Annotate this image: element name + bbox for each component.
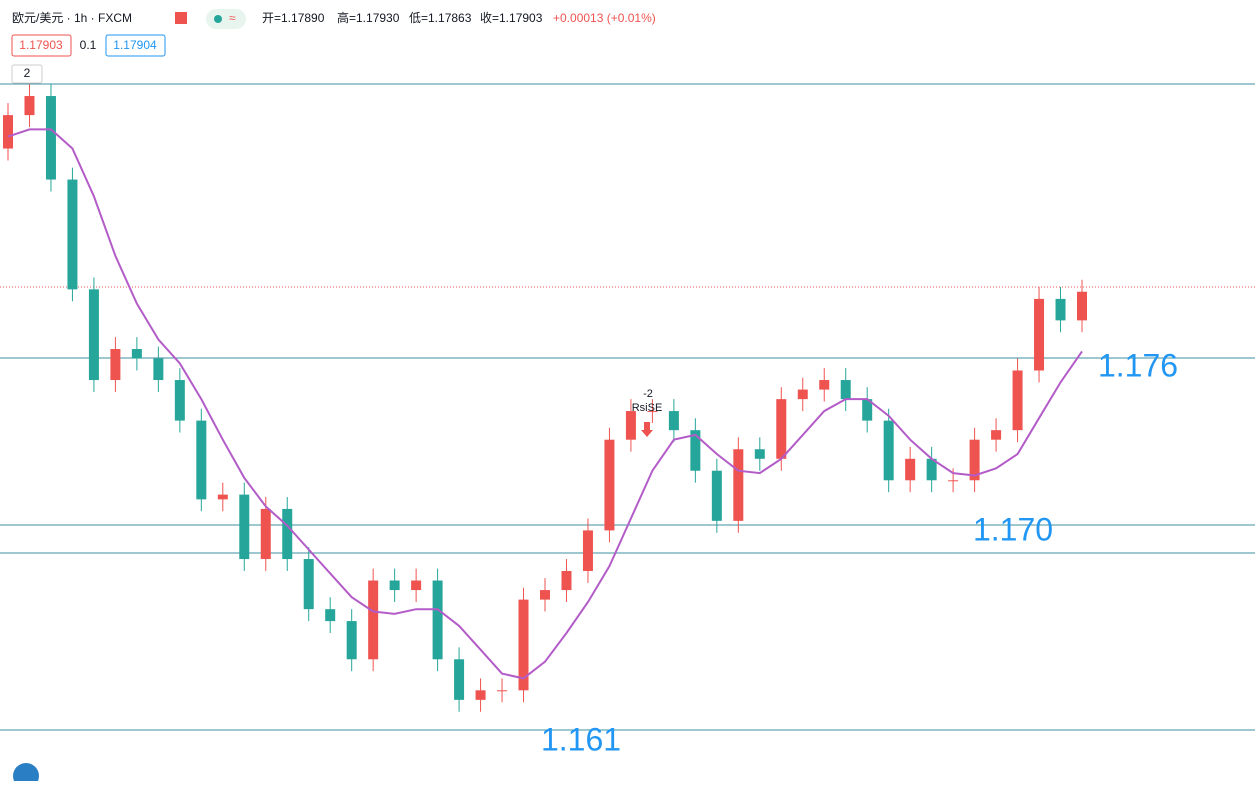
candle-body	[411, 580, 422, 591]
candle-body	[110, 349, 121, 381]
signal-arrow	[641, 422, 653, 437]
candle-body	[733, 449, 744, 521]
candle-body	[368, 580, 379, 660]
ohlc-low: 低=1.17863	[409, 11, 472, 25]
candle-body	[1055, 298, 1066, 321]
candle-body	[174, 380, 185, 421]
candle-body	[303, 559, 314, 610]
candle-body	[3, 115, 13, 149]
candle-body	[926, 458, 937, 481]
candle-body	[88, 289, 99, 381]
status-icon: ≈	[229, 11, 236, 25]
ask: 1.17904	[113, 38, 157, 52]
candle-body	[991, 430, 1002, 440]
candle-body	[540, 590, 550, 600]
bid: 1.17903	[19, 38, 63, 52]
candle-body	[948, 480, 959, 482]
ohlc-open: 开=1.17890	[262, 11, 325, 25]
candle-body	[625, 411, 636, 440]
candle-body	[776, 399, 787, 459]
candle-body	[67, 179, 78, 290]
candle-body	[604, 439, 615, 531]
ask-box[interactable]	[105, 34, 166, 57]
candle-body	[883, 420, 894, 481]
candle-body	[862, 399, 873, 421]
signal-count: -2	[643, 388, 653, 400]
candle-body	[1077, 291, 1087, 321]
candle-body	[1012, 370, 1023, 431]
candle-body	[1034, 298, 1045, 371]
spread: 0.1	[80, 38, 97, 52]
candle-body	[24, 96, 35, 116]
candle-body	[497, 690, 508, 692]
candle-body	[389, 580, 400, 591]
candle-body	[905, 458, 916, 481]
moving-average	[7, 128, 1083, 680]
signal-name: RsiSE	[632, 402, 663, 414]
collapse-button[interactable]	[11, 64, 43, 84]
candle-body	[647, 411, 658, 413]
level-label: 1.161	[541, 721, 621, 757]
candle-body	[668, 411, 679, 431]
candle-body	[282, 508, 293, 560]
symbol: 欧元/美元 · 1h · FXCM	[12, 11, 132, 25]
candle-body	[45, 96, 56, 180]
ohlc-high: 高=1.17930	[337, 10, 400, 25]
candles	[3, 84, 1087, 712]
level-label: 1.176	[1098, 347, 1178, 383]
candle-body	[153, 358, 164, 381]
candle-body	[819, 380, 830, 390]
candle-body	[582, 530, 593, 571]
candle-body	[711, 470, 722, 521]
candle-body	[754, 449, 765, 459]
candle-body	[131, 349, 142, 359]
candle-body	[260, 508, 271, 560]
candle-body	[969, 439, 980, 481]
candle-body	[239, 494, 250, 560]
candle-body	[432, 580, 443, 660]
level-label: 1.170	[973, 511, 1053, 547]
candle-body	[797, 389, 808, 400]
candle-body	[217, 494, 228, 500]
candle-body	[561, 570, 572, 591]
candle-body	[196, 420, 207, 500]
candle-body	[454, 659, 465, 700]
candle-body	[346, 621, 357, 660]
candle-body	[518, 599, 529, 691]
logo[interactable]	[13, 763, 39, 786]
candle-body	[475, 690, 486, 700]
status-pill[interactable]	[206, 9, 246, 29]
bid-box[interactable]	[11, 34, 72, 57]
candle-body	[840, 380, 851, 400]
candle-body	[325, 609, 336, 622]
ohlc-change: +0.00013 (+0.01%)	[553, 11, 656, 25]
status-dot	[214, 15, 222, 23]
collapse-count: 2	[24, 66, 31, 80]
candle-body	[690, 430, 701, 471]
ohlc-close: 收=1.17903	[480, 11, 543, 25]
flag-icon[interactable]	[175, 12, 187, 24]
